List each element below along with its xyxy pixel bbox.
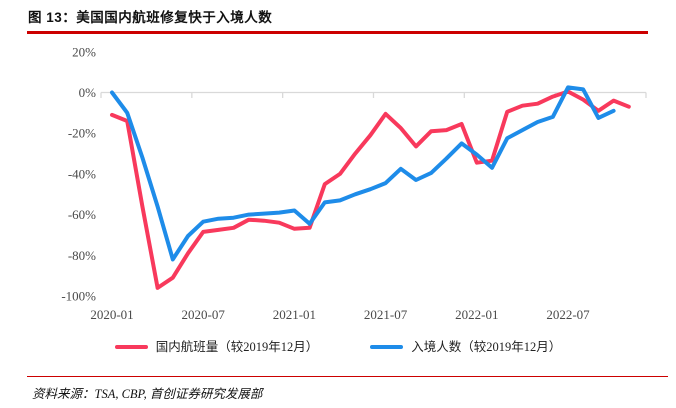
legend-item-inbound-arrivals: 入境人数（较2019年12月）: [370, 339, 561, 356]
page-title: 图 13：美国国内航班修复快于入境人数: [28, 10, 273, 25]
y-axis-tick-label: 0%: [79, 85, 97, 100]
x-axis-tick-label: 2021-07: [364, 307, 408, 322]
chart-area: 20% 0% -20% -40% -60% -80% -100% 2020-01 2020-07…: [0, 36, 676, 328]
series-line-inbound-arrivals: [110, 84, 616, 261]
footer-rule: [27, 375, 668, 377]
x-axis-tick-label: 2020-07: [182, 307, 226, 322]
x-axis-tick-label: 2021-01: [273, 307, 316, 322]
chart-legend: 国内航班量（较2019年12月） 入境人数（较2019年12月）: [0, 339, 676, 356]
y-axis-tick-label: -20%: [68, 125, 96, 140]
legend-label-domestic-flights: 国内航班量（较2019年12月）: [155, 339, 319, 354]
y-axis-tick-label: -100%: [61, 288, 96, 303]
line-chart: 20% 0% -20% -40% -60% -80% -100% 2020-01 2020-07…: [61, 44, 647, 322]
legend-swatch-inbound-arrivals: [370, 344, 404, 350]
legend-label-inbound-arrivals: 入境人数（较2019年12月）: [411, 339, 562, 354]
y-axis-tick-label: -40%: [68, 166, 96, 181]
title-underline-rule: [27, 31, 648, 34]
y-axis-tick-label: 20%: [72, 44, 96, 59]
x-axis-tick-label: 2022-07: [546, 307, 590, 322]
legend-swatch-domestic-flights: [114, 344, 148, 350]
x-axis-tick-label: 2022-01: [455, 307, 498, 322]
x-axis-tick-label: 2020-01: [90, 307, 133, 322]
y-axis-tick-label: -60%: [68, 207, 96, 222]
source-note: 资料来源：TSA, CBP, 首创证券研究发展部: [32, 387, 263, 401]
series-line-domestic-flights: [110, 89, 631, 290]
y-axis-tick-label: -80%: [68, 247, 96, 262]
legend-item-domestic-flights: 国内航班量（较2019年12月）: [114, 339, 319, 356]
